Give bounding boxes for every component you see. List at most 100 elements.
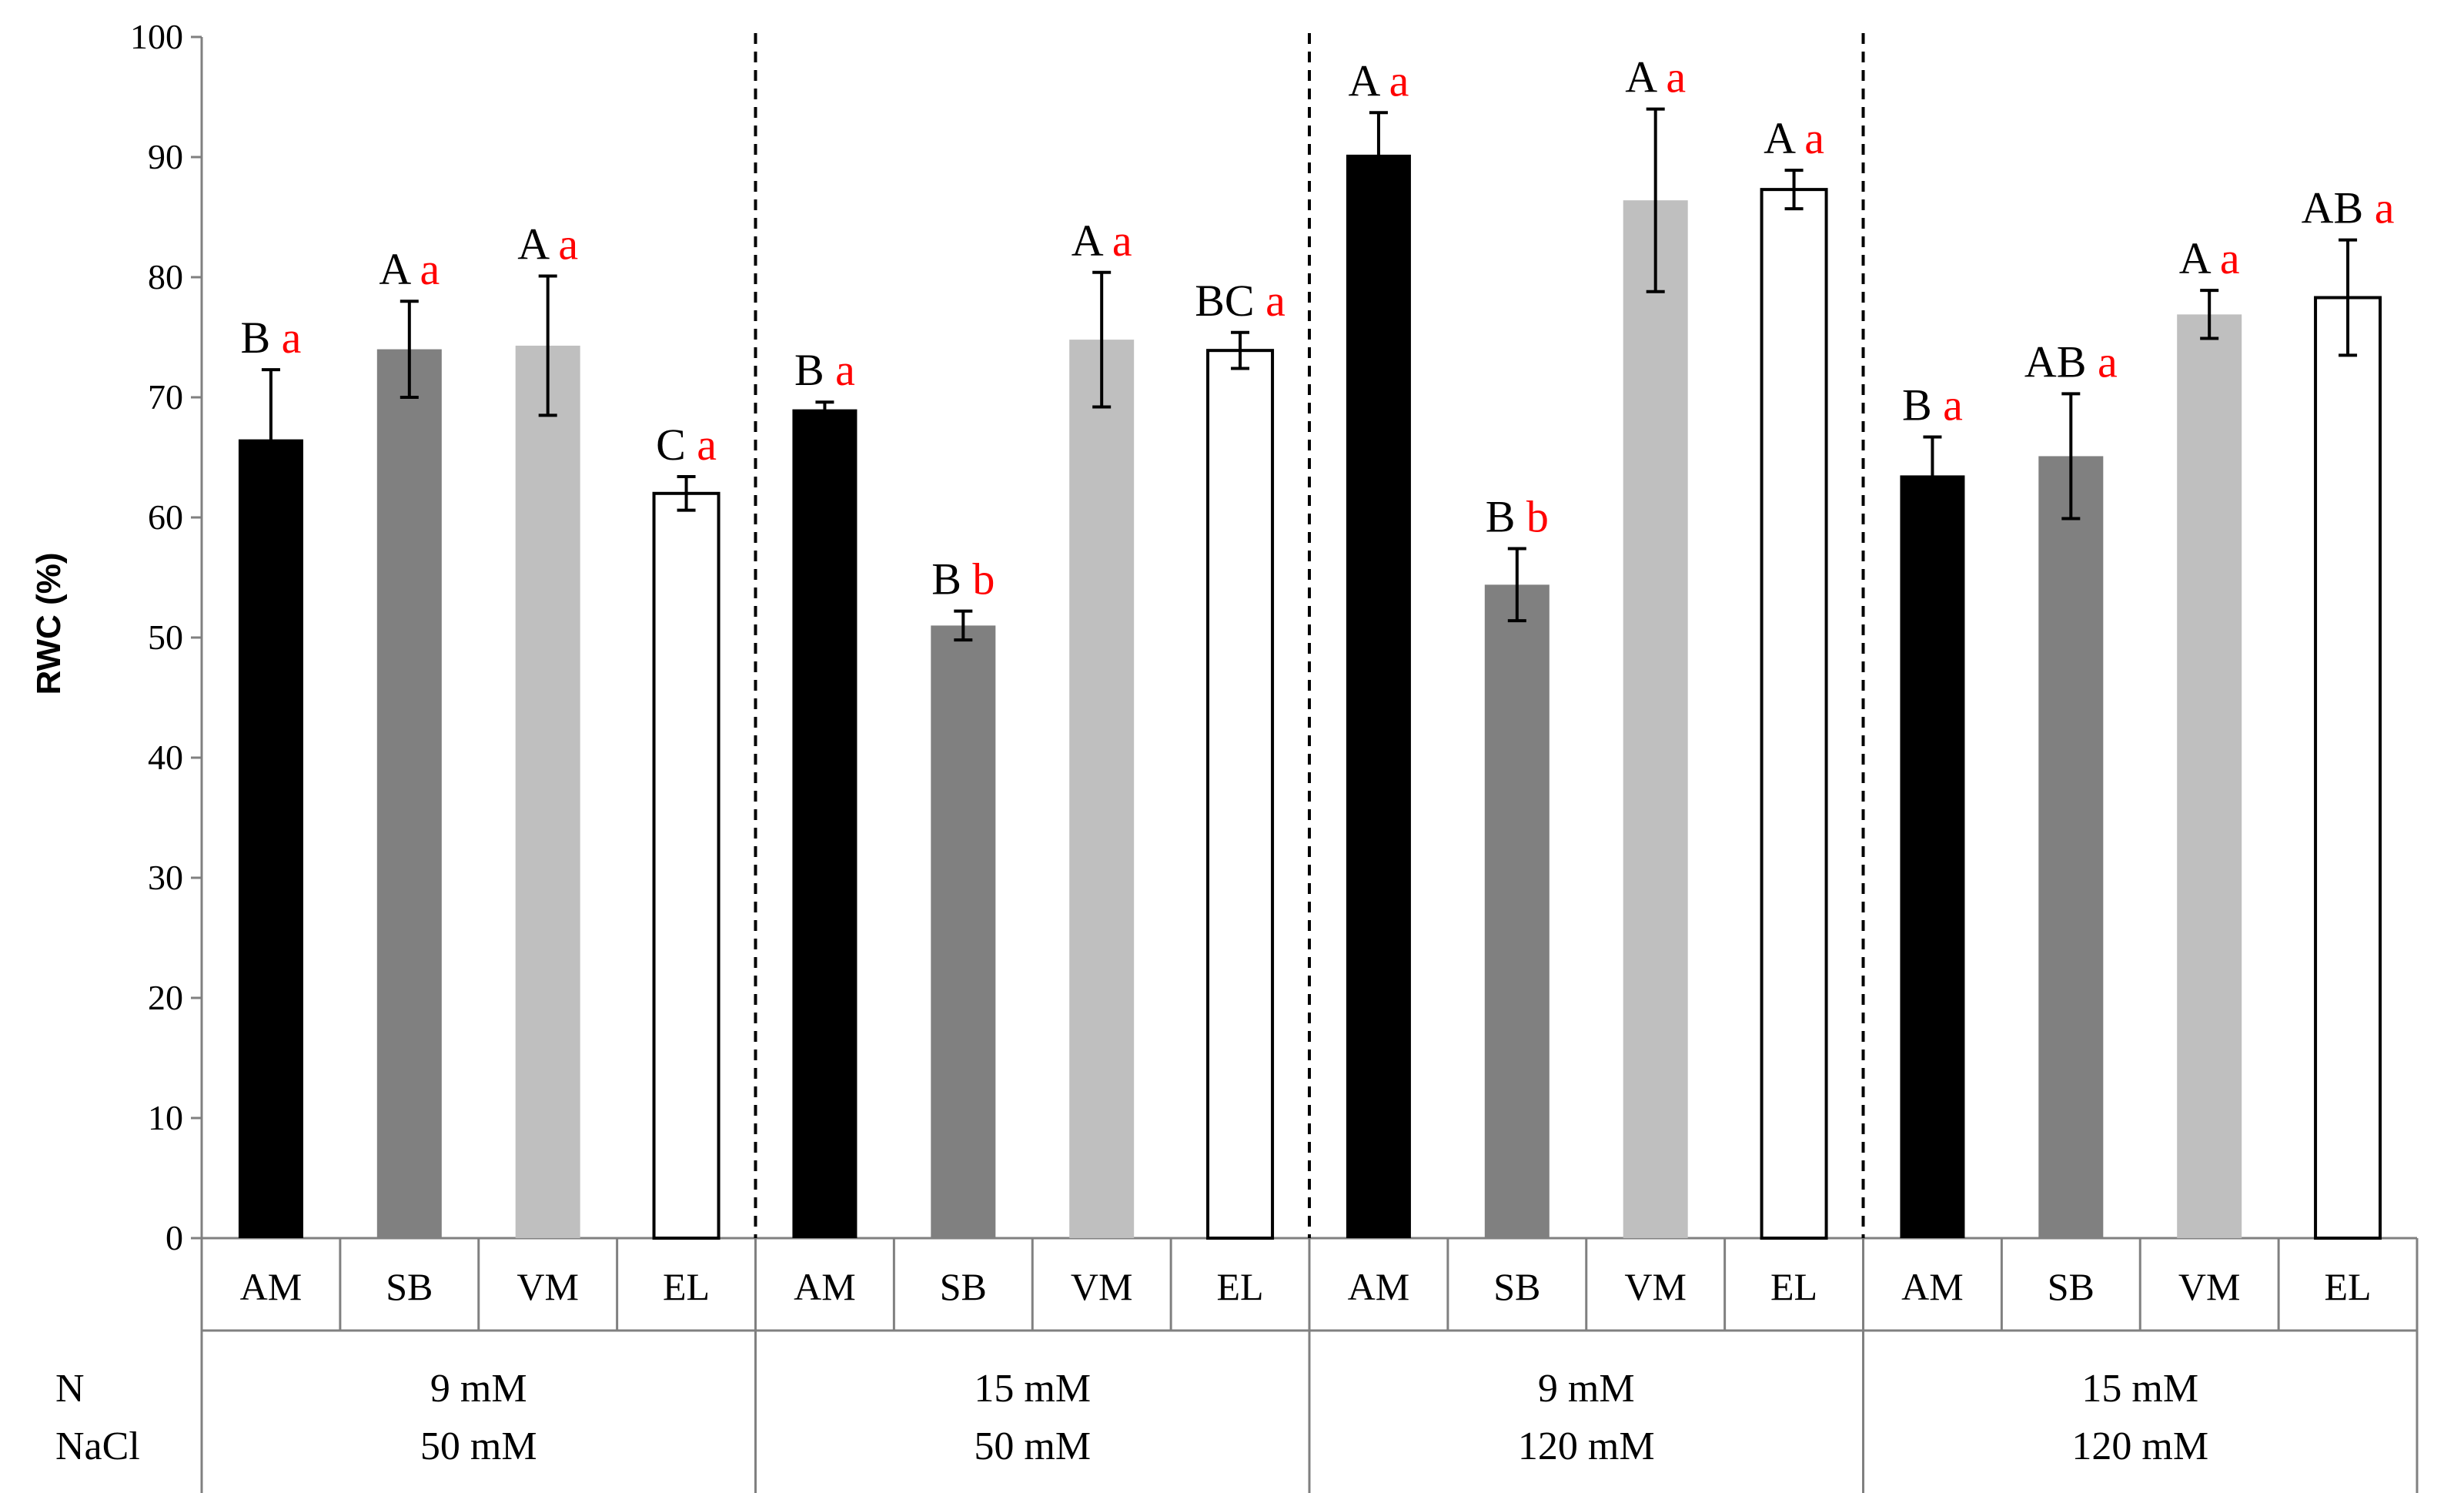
bar-sb: [376, 349, 442, 1239]
y-tick-label: 80: [148, 257, 183, 296]
bar-el: [2314, 296, 2382, 1240]
category-label: VM: [2178, 1265, 2241, 1308]
significance-label: BC a: [1195, 276, 1285, 326]
bar-vm: [2177, 314, 2242, 1238]
bar-el: [652, 491, 720, 1240]
significance-lower: a: [835, 345, 855, 395]
y-tick-label: 10: [148, 1098, 183, 1137]
category-label: EL: [1770, 1265, 1817, 1308]
bar-vm: [1069, 340, 1135, 1238]
significance-label: AB a: [2024, 336, 2118, 387]
significance-lower: a: [1804, 113, 1824, 163]
significance-lower: a: [1112, 216, 1132, 266]
significance-lower: a: [1265, 276, 1285, 326]
category-label: VM: [1071, 1265, 1133, 1308]
group-label-nacl: 50 mM: [420, 1424, 537, 1468]
significance-upper: B: [794, 345, 835, 395]
y-tick-label: 90: [148, 137, 183, 176]
significance-label: AB a: [2302, 183, 2395, 233]
bar-vm: [515, 345, 580, 1238]
significance-label: A a: [517, 219, 578, 269]
significance-label: C a: [656, 420, 717, 470]
significance-upper: A: [1764, 113, 1804, 163]
category-label: AM: [240, 1265, 303, 1308]
y-tick-label: 0: [165, 1218, 183, 1257]
bar-el: [1206, 349, 1275, 1240]
group-label-n: 15 mM: [974, 1367, 1091, 1411]
significance-label: B b: [931, 554, 995, 604]
significance-label: A a: [1764, 113, 1824, 163]
significance-lower: a: [1389, 55, 1409, 105]
significance-label: B b: [1486, 492, 1549, 542]
bar-sb: [1484, 584, 1550, 1238]
significance-lower: a: [558, 219, 578, 269]
axis-layer: 0 10 20 30 40 50 60 70 80 90 100: [130, 17, 2419, 1493]
significance-upper: BC: [1195, 276, 1265, 326]
significance-lower: a: [1666, 52, 1686, 102]
y-tick-label: 100: [130, 17, 183, 56]
bar-sb: [2038, 456, 2104, 1238]
bar-am: [1346, 154, 1411, 1238]
category-label: VM: [517, 1265, 579, 1308]
group-label-nacl: 50 mM: [974, 1424, 1091, 1468]
significance-upper: A: [517, 219, 558, 269]
category-label: EL: [1217, 1265, 1264, 1308]
y-tick-label: 20: [148, 978, 183, 1017]
bar-layer: [238, 107, 2382, 1240]
category-label: VM: [1624, 1265, 1687, 1308]
group-label-n: 15 mM: [2081, 1367, 2198, 1411]
category-label: SB: [940, 1265, 987, 1308]
significance-lower: b: [972, 554, 995, 604]
group-label-nacl: 120 mM: [1518, 1424, 1655, 1468]
category-label: SB: [2048, 1265, 2095, 1308]
group-label-nacl: 120 mM: [2071, 1424, 2208, 1468]
significance-lower: a: [2220, 233, 2240, 283]
significance-upper: A: [1072, 216, 1112, 266]
category-label: AM: [794, 1265, 856, 1308]
bar-el: [1760, 188, 1828, 1240]
category-label: EL: [663, 1265, 710, 1308]
bar-am: [238, 439, 303, 1238]
significance-lower: a: [2098, 336, 2118, 387]
significance-label: B a: [1902, 380, 1963, 430]
bar-am: [1900, 475, 1965, 1238]
group-label-n: 9 mM: [1538, 1367, 1635, 1411]
significance-label: A a: [1625, 52, 1686, 102]
category-label: SB: [1493, 1265, 1540, 1308]
significance-upper: A: [1348, 55, 1389, 105]
y-tick-label: 60: [148, 497, 183, 537]
category-label: EL: [2325, 1265, 2372, 1308]
label-layer: 9 mM 50 mM B a AM A a SB A a VM C a EL 15 mM 50 mM B…: [240, 52, 2395, 1468]
y-tick-label: 30: [148, 858, 183, 897]
significance-upper: B: [1486, 492, 1526, 542]
significance-label: B a: [794, 345, 855, 395]
row-label-n: N: [55, 1367, 85, 1411]
y-axis-label: RWC (%): [30, 553, 68, 695]
significance-upper: A: [1625, 52, 1666, 102]
significance-lower: a: [1943, 380, 1963, 430]
row-label-nacl: NaCl: [55, 1424, 140, 1468]
significance-upper: A: [2179, 233, 2220, 283]
significance-upper: B: [1902, 380, 1943, 430]
significance-label: B a: [240, 313, 301, 363]
significance-upper: C: [656, 420, 697, 470]
significance-upper: B: [240, 313, 281, 363]
significance-label: A a: [1072, 216, 1132, 266]
significance-upper: AB: [2024, 336, 2098, 387]
significance-lower: a: [282, 313, 302, 363]
category-label: AM: [1348, 1265, 1410, 1308]
significance-lower: a: [2375, 183, 2395, 233]
significance-lower: a: [697, 420, 717, 470]
significance-upper: AB: [2302, 183, 2375, 233]
category-label: AM: [1901, 1265, 1964, 1308]
significance-upper: B: [931, 554, 972, 604]
category-label: SB: [386, 1265, 433, 1308]
bar-sb: [931, 625, 996, 1238]
y-tick-label: 40: [148, 738, 183, 777]
bar-vm: [1623, 200, 1688, 1238]
y-tick-label: 50: [148, 618, 183, 657]
significance-upper: A: [379, 244, 420, 294]
significance-lower: a: [420, 244, 440, 294]
group-label-n: 9 mM: [430, 1367, 527, 1411]
